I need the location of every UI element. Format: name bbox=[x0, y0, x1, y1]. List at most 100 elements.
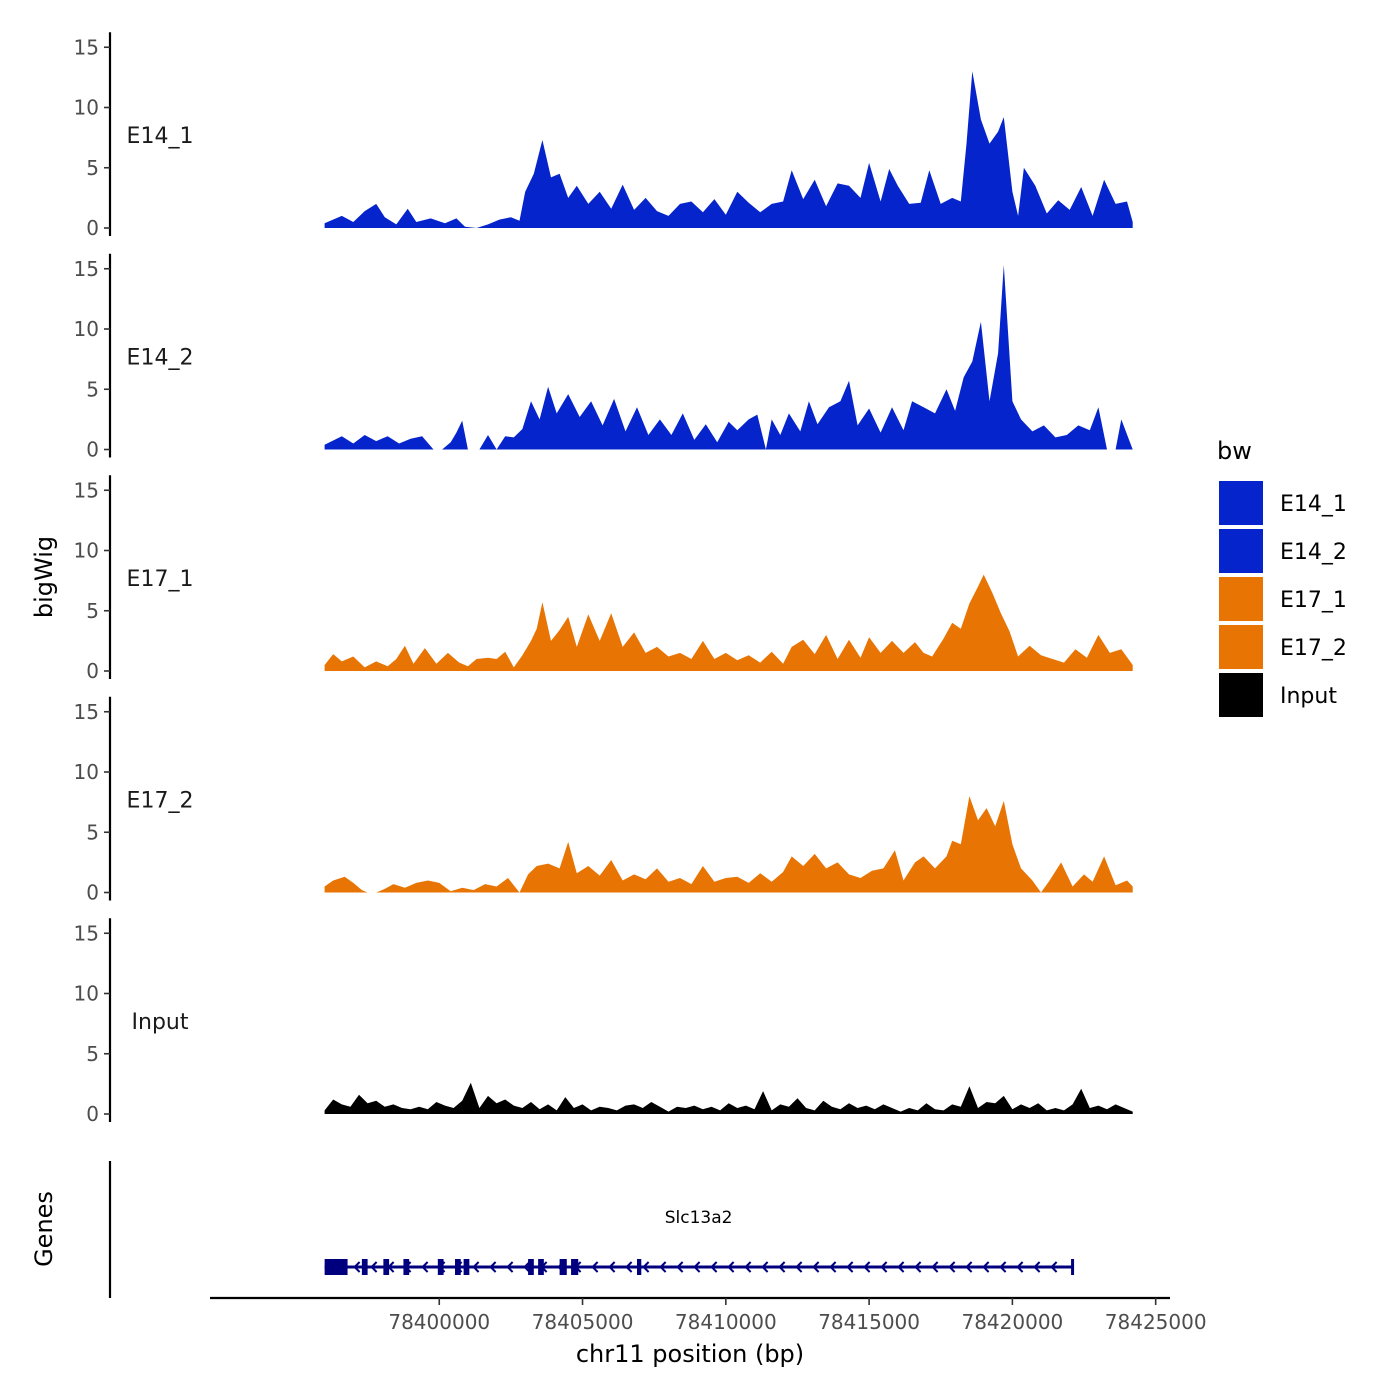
track-label: E17_1 bbox=[127, 567, 194, 592]
strand-arrow bbox=[897, 1261, 905, 1273]
strand-arrow bbox=[727, 1261, 735, 1273]
legend: bw E14_1 E14_2 E17_1 E17_2 Input bbox=[1217, 437, 1347, 717]
strand-arrow bbox=[982, 1261, 990, 1273]
gene-exon bbox=[538, 1259, 544, 1275]
y-tick-label: 0 bbox=[86, 659, 99, 683]
legend-label: E14_2 bbox=[1280, 540, 1347, 565]
track-label: E14_1 bbox=[127, 124, 194, 149]
strand-arrow bbox=[693, 1261, 701, 1273]
strand-arrow bbox=[948, 1261, 956, 1273]
strand-arrow bbox=[931, 1261, 939, 1273]
legend-key bbox=[1219, 481, 1263, 525]
y-tick-label: 5 bbox=[86, 1042, 99, 1066]
track-e14-2: 0 5 10 15 E14_2 bbox=[74, 253, 1133, 462]
y-tick-label: 10 bbox=[74, 96, 99, 120]
legend-label: E17_2 bbox=[1280, 636, 1347, 661]
y-tick-label: 10 bbox=[74, 317, 99, 341]
signal-area bbox=[324, 1082, 1133, 1114]
y-tick-label: 10 bbox=[74, 982, 99, 1006]
strand-arrow bbox=[353, 1261, 361, 1273]
strand-arrow bbox=[744, 1261, 752, 1273]
strand-arrow bbox=[880, 1261, 888, 1273]
gene-exon bbox=[437, 1259, 444, 1275]
strand-arrow bbox=[846, 1261, 854, 1273]
y-tick-label: 15 bbox=[74, 921, 99, 945]
strand-arrow bbox=[642, 1261, 650, 1273]
strand-arrow bbox=[472, 1261, 480, 1273]
y-tick-label: 0 bbox=[86, 1102, 99, 1126]
track-input: 0 5 10 15 Input bbox=[74, 918, 1133, 1126]
strand-arrow bbox=[608, 1261, 616, 1273]
genes-track: Slc13a2 bbox=[108, 1161, 1075, 1298]
strand-arrow bbox=[778, 1261, 786, 1273]
strand-arrow bbox=[829, 1261, 837, 1273]
gene-exon bbox=[361, 1259, 368, 1275]
signal-area bbox=[324, 71, 1133, 228]
strand-arrow bbox=[591, 1261, 599, 1273]
x-tick-label: 78420000 bbox=[961, 1310, 1063, 1334]
legend-key bbox=[1219, 625, 1263, 669]
strand-arrow bbox=[795, 1261, 803, 1273]
strand-arrow bbox=[863, 1261, 871, 1273]
x-tick-label: 78410000 bbox=[675, 1310, 777, 1334]
y-tick-label: 0 bbox=[86, 881, 99, 905]
strand-arrow bbox=[676, 1261, 684, 1273]
y-tick-label: 15 bbox=[74, 700, 99, 724]
strand-arrow bbox=[506, 1261, 514, 1273]
gene-exon bbox=[571, 1259, 579, 1275]
track-label: E17_2 bbox=[127, 789, 194, 814]
y-tick-label: 15 bbox=[74, 478, 99, 502]
y-tick-label: 0 bbox=[86, 438, 99, 462]
strand-arrow bbox=[421, 1261, 429, 1273]
strand-arrow bbox=[812, 1261, 820, 1273]
strand-arrow bbox=[914, 1261, 922, 1273]
y-tick-label: 15 bbox=[74, 35, 99, 59]
gene-exon bbox=[455, 1259, 461, 1275]
track-label: Input bbox=[132, 1010, 189, 1035]
legend-label: Input bbox=[1280, 684, 1337, 709]
genes-axis-title: Genes bbox=[30, 1191, 58, 1267]
track-label: E14_2 bbox=[127, 346, 194, 371]
strand-arrow bbox=[625, 1261, 633, 1273]
track-e17-2: 0 5 10 15 E17_2 bbox=[74, 696, 1133, 905]
y-axis-title: bigWig bbox=[30, 536, 58, 618]
gene-exon bbox=[636, 1259, 642, 1275]
strand-arrow bbox=[761, 1261, 769, 1273]
y-tick-label: 10 bbox=[74, 539, 99, 563]
strand-arrow bbox=[965, 1261, 973, 1273]
strand-arrow bbox=[659, 1261, 667, 1273]
track-e17-1: 0 5 10 15 E17_1 bbox=[74, 475, 1133, 683]
x-axis-title: chr11 position (bp) bbox=[576, 1340, 804, 1368]
y-tick-label: 15 bbox=[74, 257, 99, 281]
y-tick-label: 5 bbox=[86, 599, 99, 623]
strand-arrow bbox=[710, 1261, 718, 1273]
signal-area bbox=[324, 796, 1133, 893]
x-tick-label: 78415000 bbox=[818, 1310, 920, 1334]
legend-title: bw bbox=[1217, 437, 1252, 465]
legend-key bbox=[1219, 673, 1263, 717]
x-tick-label: 78400000 bbox=[388, 1310, 490, 1334]
y-tick-label: 5 bbox=[86, 820, 99, 844]
y-tick-label: 0 bbox=[86, 216, 99, 240]
x-axis: 78400000 78405000 78410000 78415000 78420000… bbox=[210, 1296, 1207, 1334]
track-e14-1: 0 5 10 15 E14_1 bbox=[74, 32, 1133, 240]
gene-exon bbox=[324, 1259, 348, 1275]
gene-exon bbox=[403, 1259, 410, 1275]
strand-arrow bbox=[999, 1261, 1007, 1273]
signal-area bbox=[324, 265, 1133, 450]
strand-arrow bbox=[523, 1261, 531, 1273]
signal-tracks: 0 5 10 15 E14_1 0 5 10 15 E14_2 0 5 10 15 E17_1 0 5 10 15 E… bbox=[74, 32, 1133, 1126]
gene-exon bbox=[383, 1259, 390, 1275]
strand-arrow bbox=[1016, 1261, 1024, 1273]
gene-exon bbox=[528, 1259, 534, 1275]
legend-label: E14_1 bbox=[1280, 492, 1347, 517]
gene-label: Slc13a2 bbox=[665, 1208, 733, 1228]
x-tick-label: 78425000 bbox=[1105, 1310, 1207, 1334]
signal-area bbox=[324, 574, 1133, 671]
gene-exon bbox=[559, 1259, 567, 1275]
strand-arrow bbox=[1033, 1261, 1041, 1273]
strand-arrow bbox=[370, 1261, 378, 1273]
legend-key bbox=[1219, 529, 1263, 573]
strand-arrow bbox=[489, 1261, 497, 1273]
